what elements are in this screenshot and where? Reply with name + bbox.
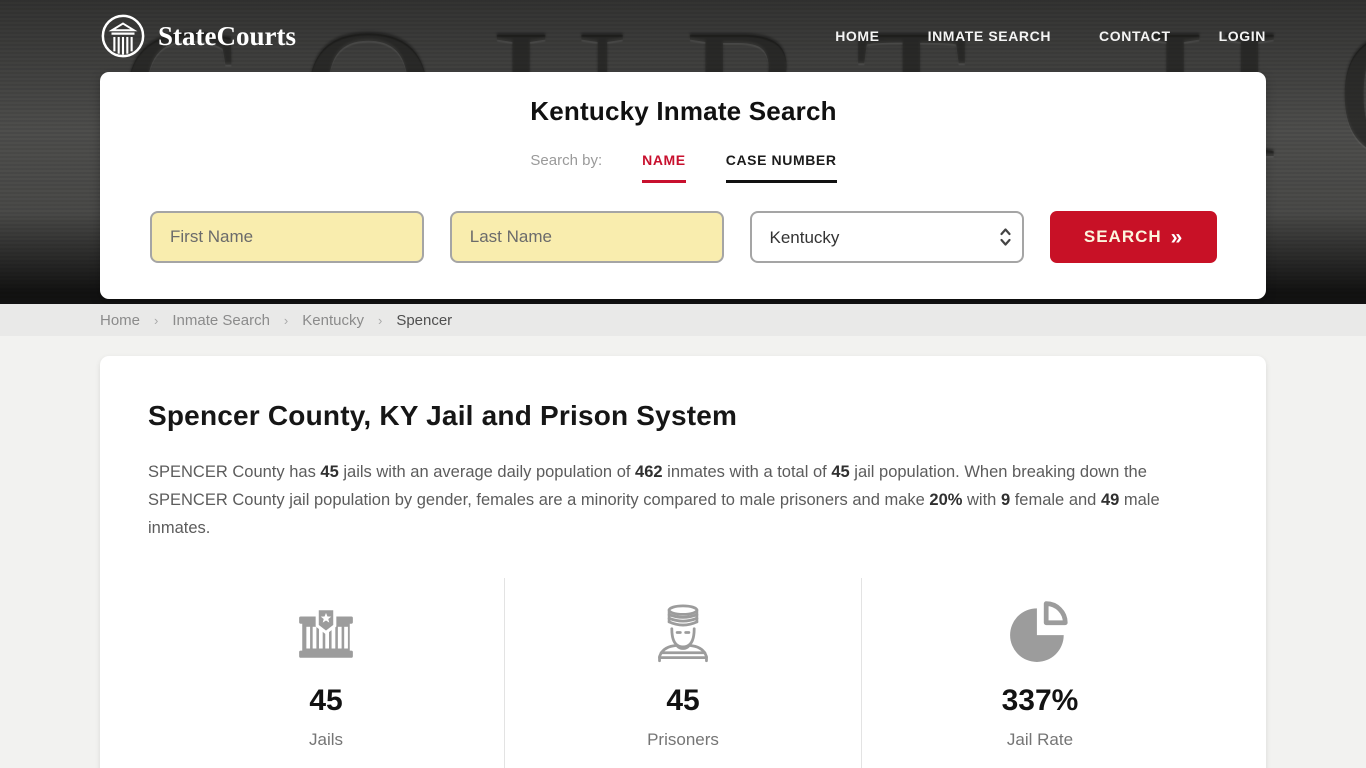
breadcrumb-current-spencer: Spencer xyxy=(396,311,453,329)
county-summary-paragraph: SPENCER County has 45 jails with an aver… xyxy=(148,463,1160,537)
breadcrumb-kentucky[interactable]: Kentucky xyxy=(302,311,364,329)
inmate-search-card: Kentucky Inmate Search Search by: NAME C… xyxy=(100,72,1266,299)
nav-item-inmate-search[interactable]: INMATE SEARCH xyxy=(927,28,1052,44)
breadcrumb-home[interactable]: Home xyxy=(100,311,141,329)
breadcrumb-separator-icon: › xyxy=(154,312,159,328)
prisoner-icon xyxy=(648,592,718,664)
tab-name[interactable]: NAME xyxy=(642,152,686,183)
search-by-tabs: Search by: NAME CASE NUMBER xyxy=(150,152,1217,183)
search-button[interactable]: SEARCH » xyxy=(1050,211,1218,263)
breadcrumb-separator-icon: › xyxy=(377,312,383,328)
pie-chart-icon xyxy=(1006,592,1074,664)
nav-item-contact[interactable]: CONTACT xyxy=(1099,28,1171,44)
stat-label-jail-rate: Jail Rate xyxy=(1006,730,1074,749)
first-name-input[interactable] xyxy=(150,211,424,263)
breadcrumb-bar: Home › Inmate Search › Kentucky › Spence… xyxy=(0,304,1366,336)
brand-logo[interactable]: StateCourts xyxy=(100,13,296,59)
nav-item-home[interactable]: HOME xyxy=(835,28,880,44)
main-nav: HOME INMATE SEARCH CONTACT LOGIN xyxy=(835,28,1266,44)
page-title: Spencer County, KY Jail and Prison Syste… xyxy=(148,400,738,431)
state-select[interactable]: Kentucky xyxy=(749,211,1025,263)
stat-jail-rate: 337% Jail Rate xyxy=(861,578,1218,768)
county-info-card: Spencer County, KY Jail and Prison Syste… xyxy=(100,356,1266,768)
state-select-wrap: Kentucky xyxy=(749,211,1025,263)
breadcrumb-separator-icon: › xyxy=(283,312,289,328)
stat-value-prisoners: 45 xyxy=(666,684,700,717)
brand-name: StateCourts xyxy=(158,20,296,51)
jail-building-icon xyxy=(291,592,361,664)
county-stats-row: 45 Jails xyxy=(148,578,1218,768)
stat-prisoners: 45 Prisoners xyxy=(504,578,861,768)
top-navigation-bar: StateCourts HOME INMATE SEARCH CONTACT L… xyxy=(0,0,1366,72)
hero-header: COURT·HOUSE StateCourts xyxy=(0,0,1366,304)
main-content-area: Spencer County, KY Jail and Prison Syste… xyxy=(0,336,1366,768)
stat-jails: 45 Jails xyxy=(148,578,504,768)
stat-value-jails: 45 xyxy=(309,684,343,717)
double-chevron-icon: » xyxy=(1170,225,1184,249)
search-button-label: SEARCH xyxy=(1083,227,1162,246)
courthouse-logo-icon xyxy=(100,13,146,59)
search-card-title: Kentucky Inmate Search xyxy=(530,96,837,126)
breadcrumb: Home › Inmate Search › Kentucky › Spence… xyxy=(100,312,452,329)
search-form: Kentucky SEARCH » xyxy=(150,211,1218,263)
nav-item-login[interactable]: LOGIN xyxy=(1218,28,1266,44)
breadcrumb-inmate-search[interactable]: Inmate Search xyxy=(172,311,270,329)
last-name-input[interactable] xyxy=(449,211,724,263)
tab-case-number[interactable]: CASE NUMBER xyxy=(725,152,837,183)
stat-label-prisoners: Prisoners xyxy=(647,730,719,749)
stat-value-jail-rate: 337% xyxy=(1001,684,1079,717)
search-by-label: Search by: xyxy=(530,152,603,169)
stat-label-jails: Jails xyxy=(308,730,343,749)
